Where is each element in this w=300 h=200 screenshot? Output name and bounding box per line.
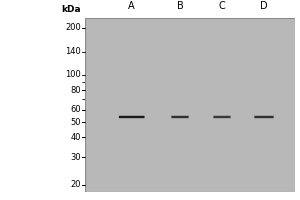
Text: 20: 20 bbox=[70, 180, 81, 189]
Text: kDa: kDa bbox=[61, 5, 81, 14]
Text: A: A bbox=[128, 1, 135, 11]
Text: D: D bbox=[260, 1, 268, 11]
FancyBboxPatch shape bbox=[213, 116, 231, 118]
Text: 200: 200 bbox=[65, 23, 81, 32]
Text: 80: 80 bbox=[70, 86, 81, 95]
Text: 140: 140 bbox=[65, 47, 81, 56]
Text: 60: 60 bbox=[70, 105, 81, 114]
FancyBboxPatch shape bbox=[254, 116, 274, 118]
Text: 30: 30 bbox=[70, 153, 81, 162]
Text: 100: 100 bbox=[65, 70, 81, 79]
Text: C: C bbox=[219, 1, 225, 11]
Text: 50: 50 bbox=[70, 118, 81, 127]
Text: B: B bbox=[177, 1, 183, 11]
Text: 40: 40 bbox=[70, 133, 81, 142]
FancyBboxPatch shape bbox=[119, 116, 145, 118]
FancyBboxPatch shape bbox=[171, 116, 189, 118]
